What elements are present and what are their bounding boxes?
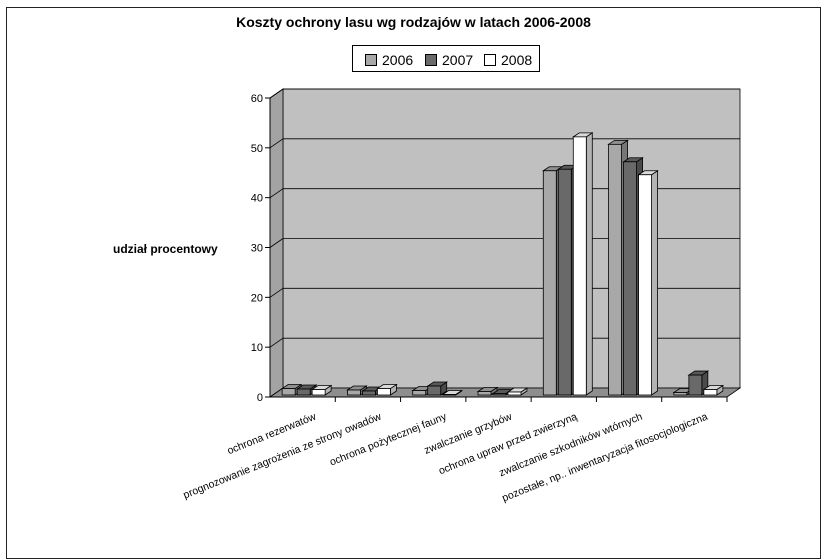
chart-legend: 2006 2007 2008 bbox=[352, 45, 540, 72]
legend-label-2006: 2006 bbox=[382, 52, 414, 68]
y-tick-label: 50 bbox=[251, 143, 263, 155]
bar-2008-0 bbox=[310, 384, 333, 396]
legend-swatch-2007 bbox=[425, 54, 437, 66]
bar-2008-3 bbox=[506, 387, 529, 396]
legend-swatch-2008 bbox=[484, 54, 496, 66]
gridline-side bbox=[269, 188, 284, 198]
y-tick-label: 60 bbox=[251, 93, 263, 105]
bar-2008-1 bbox=[376, 383, 398, 396]
gridline-side bbox=[269, 238, 284, 248]
legend-item-2006: 2006 bbox=[365, 52, 413, 68]
y-axis-label: udział procentowy bbox=[113, 242, 218, 256]
y-tick-label: 30 bbox=[251, 243, 263, 255]
gridline-side bbox=[269, 288, 284, 298]
y-tick-label: 10 bbox=[251, 342, 263, 354]
legend-label-2008: 2008 bbox=[501, 52, 533, 68]
x-tick-label: ochrona pożytecznej fauny bbox=[328, 410, 449, 468]
legend-item-2008: 2008 bbox=[484, 52, 532, 68]
y-tick-label: 0 bbox=[257, 392, 263, 404]
bar-2008-6 bbox=[702, 384, 725, 396]
bar-2008-2 bbox=[441, 389, 464, 396]
bar-2008-4 bbox=[571, 132, 594, 396]
legend-swatch-2006 bbox=[365, 54, 377, 66]
chart-title: Koszty ochrony lasu wg rodzajów w latach… bbox=[236, 14, 591, 30]
legend-item-2007: 2007 bbox=[425, 52, 473, 68]
gridline-side bbox=[269, 138, 284, 149]
bar-2007-2 bbox=[426, 381, 449, 396]
bar-2006-3 bbox=[476, 386, 499, 396]
gridline-side bbox=[269, 337, 284, 348]
bar-2008-5 bbox=[637, 169, 659, 396]
y-tick-label: 20 bbox=[251, 292, 263, 304]
gridline-side bbox=[269, 88, 284, 99]
y-tick-label: 40 bbox=[251, 193, 263, 205]
legend-label-2007: 2007 bbox=[442, 52, 474, 68]
